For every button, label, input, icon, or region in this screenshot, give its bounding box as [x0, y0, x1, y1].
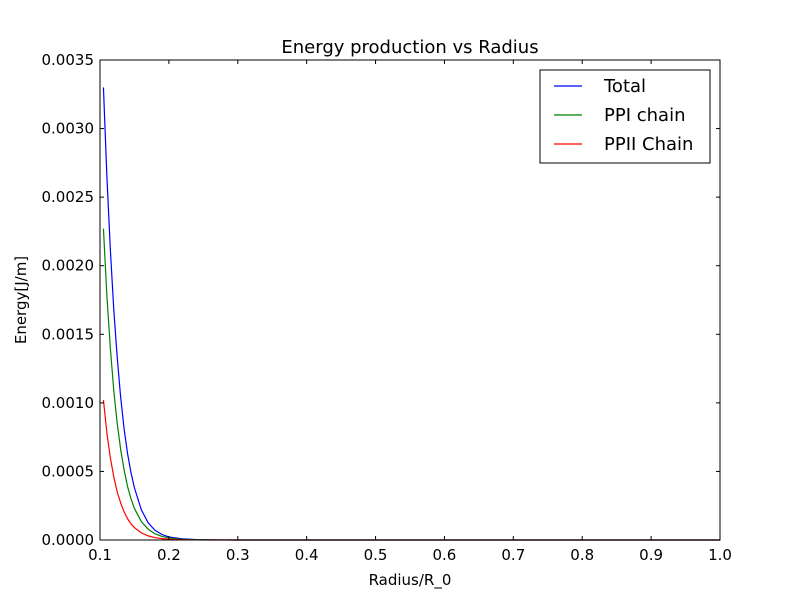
y-tick-label: 0.0030 — [42, 120, 95, 138]
x-tick-label: 0.2 — [157, 546, 181, 564]
y-tick-label: 0.0015 — [42, 325, 95, 343]
y-tick-label: 0.0000 — [42, 531, 95, 549]
legend: Total PPI chain PPII Chain — [539, 69, 711, 164]
y-tick-label: 0.0025 — [42, 188, 95, 206]
x-tick-label: 0.8 — [570, 546, 594, 564]
y-tick-label: 0.0020 — [42, 257, 95, 275]
x-tick-label: 1.0 — [708, 546, 732, 564]
x-tick-label: 0.5 — [364, 546, 388, 564]
x-tick-label: 0.7 — [501, 546, 525, 564]
x-tick-label: 0.4 — [295, 546, 319, 564]
x-tick-label: 0.6 — [433, 546, 457, 564]
x-tick-label: 0.3 — [226, 546, 250, 564]
plot-frame — [99, 59, 721, 541]
chart-title: Energy production vs Radius — [281, 37, 538, 58]
x-tick-label: 0.1 — [88, 546, 112, 564]
y-tick-label: 0.0035 — [42, 51, 95, 69]
x-axis-label: Radius/R_0 — [369, 571, 452, 590]
y-tick-label: 0.0005 — [42, 462, 95, 480]
y-tick-label: 0.0010 — [42, 394, 95, 412]
x-tick-label: 0.9 — [639, 546, 663, 564]
axis-ticks: 0.1 0.2 0.3 0.4 0.5 0.6 0.7 0.8 0.9 1.0 0.0000 0.00… — [42, 51, 732, 564]
legend-label-2: PPII Chain — [604, 134, 693, 155]
legend-label-1: PPI chain — [604, 105, 685, 126]
y-axis-label: Energy[J/m] — [12, 256, 30, 344]
legend-label-0: Total — [603, 76, 646, 97]
